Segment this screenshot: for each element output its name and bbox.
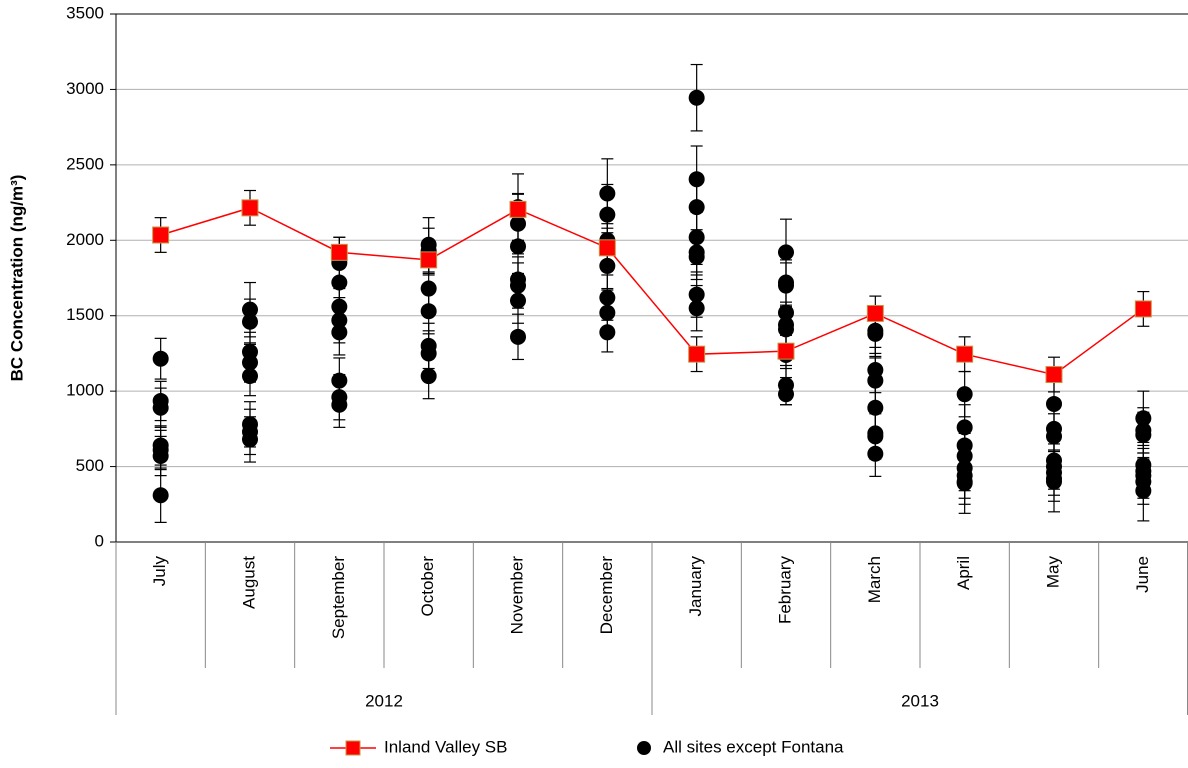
site-dot [331, 274, 348, 291]
x-tick-label: November [507, 556, 526, 635]
site-dot [331, 298, 348, 315]
site-dot [867, 445, 884, 462]
site-dot [688, 286, 705, 303]
legend-marker [345, 740, 361, 756]
site-dot [778, 386, 794, 403]
series-line [160, 207, 1144, 376]
site-dot [599, 206, 616, 223]
site-dot [1135, 482, 1152, 499]
site-dot [688, 300, 705, 317]
site-dot [420, 303, 437, 320]
site-dot [510, 292, 526, 309]
site-dot [688, 89, 705, 106]
x-tick-label: March [865, 556, 884, 603]
site-dot [510, 277, 526, 294]
series-marker [866, 304, 884, 322]
series-marker [777, 342, 795, 360]
legend-marker [637, 741, 651, 755]
y-tick-label: 1500 [66, 305, 104, 324]
x-tick-label: September [329, 556, 348, 639]
site-dot [688, 248, 705, 265]
site-dot [956, 448, 973, 465]
site-dot [242, 431, 258, 448]
site-dot [331, 312, 348, 329]
site-dot [510, 238, 526, 255]
site-dot [420, 345, 437, 362]
x-tick-label: July [150, 556, 169, 587]
series-marker [688, 345, 706, 363]
site-dot [867, 428, 884, 445]
y-tick-label: 2000 [66, 230, 104, 249]
series-marker [1045, 366, 1063, 384]
series-marker [330, 243, 348, 261]
series-marker [598, 239, 616, 257]
site-dot [778, 304, 794, 321]
x-tick-label: January [686, 556, 705, 617]
site-dot [1135, 410, 1152, 427]
x-tick-label: October [418, 556, 437, 617]
series-marker [420, 251, 438, 269]
site-dot [956, 419, 973, 436]
x-tick-label: February [775, 556, 794, 625]
site-dot [242, 368, 258, 385]
site-dot [152, 399, 169, 416]
site-dot [599, 185, 616, 202]
site-dot [331, 396, 348, 413]
y-tick-label: 500 [76, 456, 104, 475]
site-dot [152, 487, 169, 504]
site-dot [242, 301, 258, 318]
x-tick-label: August [239, 556, 258, 609]
site-dot [778, 277, 794, 294]
site-dot [152, 350, 169, 367]
site-dot [688, 199, 705, 216]
site-dot [688, 171, 705, 188]
site-dot [510, 328, 526, 345]
site-dot [331, 324, 348, 341]
site-dot [1046, 395, 1062, 412]
site-dot [152, 448, 169, 465]
site-dot [867, 399, 884, 416]
site-dot [242, 354, 258, 371]
y-tick-label: 2500 [66, 154, 104, 173]
y-tick-label: 3500 [66, 3, 104, 22]
site-dot [1046, 428, 1062, 445]
y-axis-label: BC Concentration (ng/m³) [7, 175, 26, 382]
legend-label: Inland Valley SB [384, 737, 507, 756]
y-tick-label: 0 [95, 531, 104, 550]
site-dot [956, 386, 973, 403]
group-label: 2012 [365, 691, 403, 710]
series-marker [956, 345, 974, 363]
series-marker [152, 226, 170, 244]
site-dot [599, 289, 616, 306]
site-dot [778, 244, 794, 261]
x-tick-label: May [1043, 556, 1062, 589]
x-tick-label: December [597, 556, 616, 635]
site-dot [1046, 473, 1062, 490]
site-dot [688, 229, 705, 246]
site-dot [599, 324, 616, 341]
series-marker [509, 200, 527, 218]
site-dot [331, 372, 348, 389]
legend-label: All sites except Fontana [663, 737, 844, 756]
site-dot [599, 257, 616, 274]
x-tick-label: April [954, 556, 973, 590]
group-label: 2013 [901, 691, 939, 710]
site-dot [956, 475, 973, 492]
series-marker [241, 199, 259, 217]
y-tick-label: 3000 [66, 79, 104, 98]
site-dot [1135, 426, 1152, 443]
site-dot [867, 325, 884, 342]
site-dot [242, 313, 258, 330]
series-marker [1134, 300, 1152, 318]
site-dot [867, 372, 884, 389]
site-dot [599, 304, 616, 321]
site-dot [420, 368, 437, 385]
x-tick-label: June [1133, 556, 1152, 593]
y-tick-label: 1000 [66, 381, 104, 400]
site-dot [420, 280, 437, 297]
